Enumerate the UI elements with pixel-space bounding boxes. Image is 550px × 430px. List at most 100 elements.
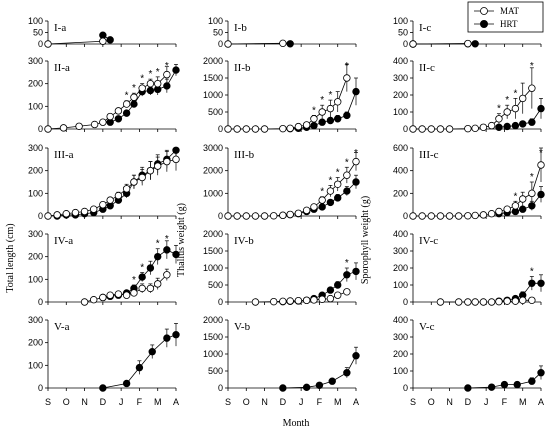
data-point-mat	[146, 79, 155, 88]
data-point-mat	[418, 212, 426, 220]
data-point-mat	[352, 157, 360, 166]
data-point-mat	[471, 211, 479, 220]
significance-star: *	[336, 167, 340, 178]
data-point-hrt	[326, 286, 335, 294]
significance-star: *	[125, 91, 129, 102]
data-point-mat	[130, 93, 138, 101]
significance-star: *	[345, 61, 349, 72]
y-tick-label: 2000	[203, 229, 223, 239]
panel-label: IV-c	[419, 235, 438, 247]
data-point-hrt	[487, 383, 496, 391]
legend: MAT HRT	[467, 1, 544, 33]
data-point-mat	[154, 79, 162, 88]
y-tick-label: 200	[28, 338, 43, 348]
data-point-hrt	[513, 380, 521, 389]
y-tick-label: 600	[393, 143, 408, 153]
data-point-mat	[163, 271, 171, 279]
y-tick-label: 300	[28, 229, 43, 239]
data-point-mat	[445, 125, 454, 133]
data-point-mat	[114, 191, 123, 200]
data-point-mat	[487, 298, 496, 306]
y-tick-label: 0	[403, 39, 408, 49]
data-point-mat	[114, 290, 123, 298]
data-point-mat	[154, 162, 162, 170]
series-hrt	[286, 40, 294, 48]
data-point-hrt	[286, 40, 294, 48]
series-mat	[44, 37, 107, 48]
panel-label: II-c	[419, 62, 435, 74]
data-point-hrt	[352, 267, 360, 276]
panel-ii-c: II-c 0 100 200 300 400 * * * *	[393, 56, 545, 134]
data-point-mat	[71, 208, 80, 217]
legend-marker-mat	[480, 7, 488, 15]
data-point-hrt	[495, 123, 503, 131]
y-tick-label: 0	[218, 297, 223, 307]
data-point-mat	[224, 125, 232, 133]
y-tick-label: 300	[28, 315, 43, 325]
data-point-mat	[528, 84, 536, 92]
data-point-mat	[242, 125, 250, 133]
data-point-mat	[294, 209, 303, 217]
data-point-mat	[90, 296, 98, 304]
significance-star: *	[132, 83, 136, 94]
data-point-hrt	[528, 279, 536, 287]
y-tick-label: 500	[208, 280, 223, 290]
month-tick-label: O	[428, 397, 435, 407]
series-mat	[409, 39, 472, 48]
series-line	[47, 158, 177, 217]
month-tick-label: M	[334, 397, 342, 407]
significance-star: *	[156, 239, 160, 250]
data-point-mat	[418, 125, 426, 133]
y-tick-label: 500	[208, 107, 223, 117]
data-point-hrt	[334, 194, 342, 202]
data-point-mat	[495, 115, 503, 123]
y-tick-label: 200	[28, 252, 43, 262]
y-tick-label: 1000	[203, 90, 223, 100]
significance-star: *	[140, 263, 144, 274]
data-point-mat	[310, 203, 318, 211]
data-point-mat	[146, 284, 155, 293]
data-point-hrt	[172, 250, 180, 259]
data-point-mat	[436, 212, 445, 220]
significance-star: *	[513, 88, 517, 99]
panel-iv-c: IV-c 0 100 200 300 400 *	[393, 229, 545, 307]
panel-ii-b: II-b 0 500 1000 1500 2000 * * * *	[203, 56, 360, 134]
data-point-mat	[138, 84, 146, 92]
legend-label-mat: MAT	[500, 6, 520, 16]
y-tick-label: 0	[38, 39, 43, 49]
data-point-mat	[114, 107, 123, 115]
data-point-mat	[279, 124, 287, 133]
significance-star: *	[539, 148, 543, 159]
data-point-mat	[318, 108, 326, 116]
panel-label: III-b	[234, 149, 255, 161]
y-tick-label: 100	[393, 280, 408, 290]
significance-star: *	[513, 191, 517, 202]
significance-star: *	[530, 172, 534, 183]
series-line	[228, 161, 357, 217]
series-hrt	[464, 365, 545, 392]
data-point-mat	[90, 205, 98, 213]
data-point-hrt	[471, 40, 479, 48]
data-point-mat	[343, 74, 351, 82]
month-tick-label: S	[45, 397, 51, 407]
y-tick-label: 500	[208, 366, 223, 376]
data-point-hrt	[172, 66, 180, 74]
data-point-mat	[99, 200, 107, 209]
data-point-mat	[455, 298, 463, 306]
y-tick-label: 1500	[203, 246, 223, 256]
data-point-mat	[233, 125, 241, 133]
data-point-hrt	[352, 352, 360, 360]
data-point-hrt	[328, 377, 336, 385]
y-tick-label: 200	[393, 188, 408, 198]
significance-star: *	[148, 69, 152, 80]
data-point-mat	[163, 70, 171, 79]
month-tick-label: O	[63, 397, 70, 407]
data-point-hrt	[500, 380, 509, 389]
data-point-hrt	[352, 87, 360, 96]
data-point-mat	[409, 40, 417, 48]
month-tick-label: O	[243, 397, 250, 407]
ylabel-sporophyll-weight: Sporophyll weight (g)	[360, 196, 371, 284]
data-point-mat	[224, 212, 232, 220]
y-tick-label: 0	[403, 124, 408, 134]
